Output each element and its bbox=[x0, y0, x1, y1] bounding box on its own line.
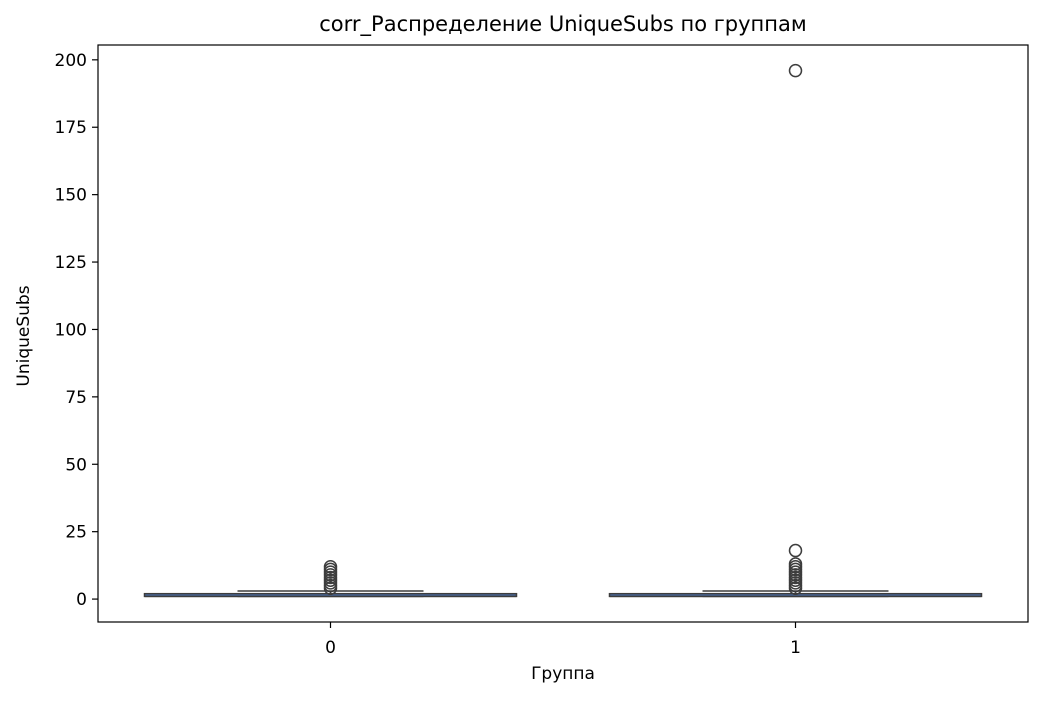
y-tick-label: 75 bbox=[65, 388, 87, 408]
chart-title: corr_Распределение UniqueSubs по группам bbox=[319, 12, 807, 36]
y-tick-label: 25 bbox=[65, 523, 87, 543]
outlier-point bbox=[323, 559, 338, 574]
y-tick-label: 150 bbox=[55, 186, 87, 206]
y-tick-label: 0 bbox=[76, 590, 87, 610]
y-tick-label: 200 bbox=[55, 51, 87, 71]
outlier-point bbox=[788, 543, 803, 558]
x-tick-label: 0 bbox=[325, 638, 336, 658]
y-tick-label: 50 bbox=[65, 455, 87, 475]
x-axis-label: Группа bbox=[531, 664, 595, 684]
plot-area: 0 25 50 75 100 125 150 175 200 0 1 bbox=[55, 44, 1029, 658]
y-tick-label: 125 bbox=[55, 253, 87, 273]
y-tick-label: 175 bbox=[55, 118, 87, 138]
plot-frame bbox=[97, 44, 1029, 623]
outlier-point bbox=[788, 63, 803, 78]
y-tick-label: 100 bbox=[55, 320, 87, 340]
outlier-point bbox=[788, 557, 803, 571]
x-tick-label: 1 bbox=[790, 638, 801, 658]
